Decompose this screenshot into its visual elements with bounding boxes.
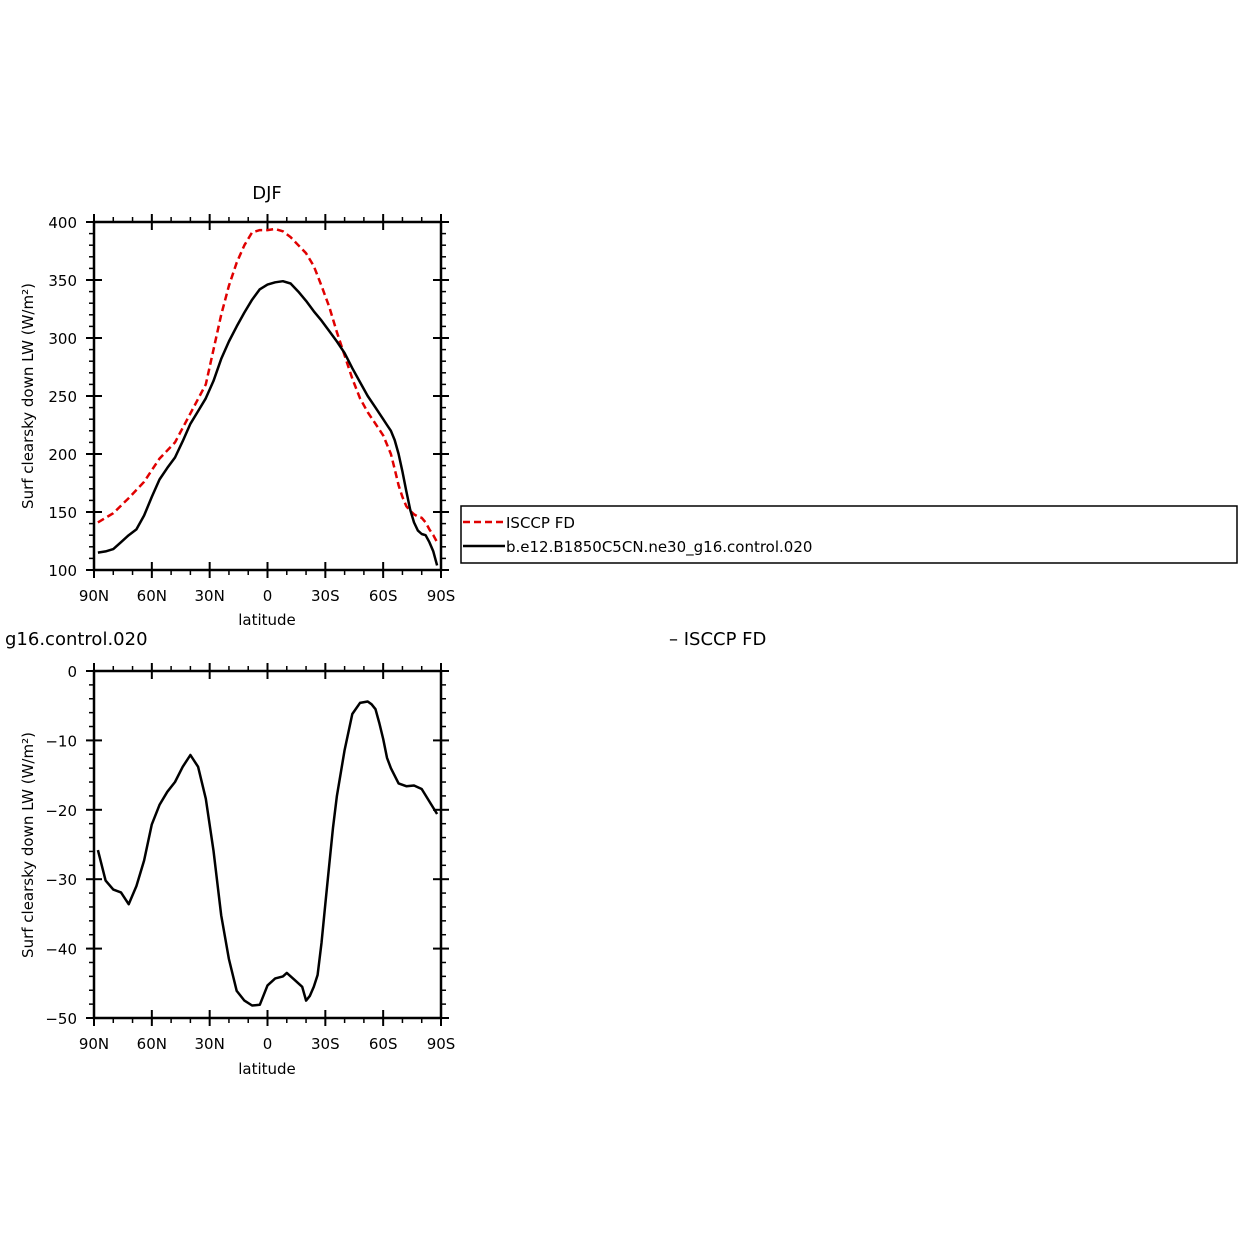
top-x-tick-label: 0 [263, 587, 273, 605]
top-y-tick-label: 200 [48, 446, 77, 464]
bottom-panel: g16.control.020 – ISCCP FD 90N 60N 30N 0 30S… [5, 629, 766, 1078]
bottom-panel-ticks: 90N 60N 30N 0 30S 60S 90S −50 −40 −30 −20 −10 0 [45, 663, 455, 1053]
legend: ISCCP FD b.e12.B1850C5CN.ne30_g16.contro… [460, 505, 1238, 564]
top-panel-series [97, 227, 439, 566]
top-x-tick-label: 30N [195, 587, 225, 605]
legend-label-isccp: ISCCP FD [506, 514, 575, 532]
top-y-tick-label: 150 [48, 504, 77, 522]
bottom-x-axis-label: latitude [238, 1060, 296, 1078]
bottom-panel-title: g16.control.020 [5, 629, 148, 650]
top-x-tick-label: 30S [311, 587, 340, 605]
top-series-line-1 [97, 279, 439, 566]
legend-box [460, 505, 1238, 564]
bottom-y-tick-label: 0 [67, 663, 77, 681]
bottom-y-tick-label: −50 [45, 1010, 77, 1028]
bottom-y-axis-label: Surf clearsky down LW (W/m²) [19, 732, 37, 958]
top-plot-frame [92, 220, 443, 572]
top-x-tick-label: 90N [79, 587, 109, 605]
top-y-tick-label: 250 [48, 388, 77, 406]
top-x-tick-label: 60N [137, 587, 167, 605]
bottom-panel-series [96, 700, 439, 1007]
bottom-x-tick-label: 60N [137, 1035, 167, 1053]
bottom-x-tick-label: 90S [427, 1035, 456, 1053]
top-panel-title: DJF [252, 183, 282, 204]
top-x-tick-label: 60S [369, 587, 398, 605]
top-panel-ticks: 90N 60N 30N 0 30S 60S 90S 100 150 200 250 300 350 400 [48, 214, 455, 605]
bottom-panel-subtitle: – ISCCP FD [669, 629, 766, 650]
legend-label-model: b.e12.B1850C5CN.ne30_g16.control.020 [506, 538, 812, 557]
top-series-line-0 [97, 227, 439, 543]
bottom-x-tick-label: 90N [79, 1035, 109, 1053]
top-y-tick-label: 100 [48, 562, 77, 580]
bottom-series-line-0 [96, 700, 439, 1007]
bottom-x-tick-label: 30S [311, 1035, 340, 1053]
bottom-x-tick-label: 60S [369, 1035, 398, 1053]
bottom-x-tick-label: 30N [195, 1035, 225, 1053]
top-y-axis-label: Surf clearsky down LW (W/m²) [19, 283, 37, 509]
top-panel: DJF 90N 60N 30N 0 30S 60S 90S 100 150 200 250 300 35… [19, 183, 455, 629]
bottom-y-tick-label: −20 [45, 802, 77, 820]
top-y-tick-label: 350 [48, 272, 77, 290]
bottom-y-tick-label: −10 [45, 732, 77, 750]
top-y-tick-label: 400 [48, 214, 77, 232]
top-y-tick-label: 300 [48, 330, 77, 348]
top-x-axis-label: latitude [238, 611, 296, 629]
bottom-y-tick-label: −40 [45, 941, 77, 959]
bottom-y-tick-label: −30 [45, 871, 77, 889]
bottom-x-tick-label: 0 [263, 1035, 273, 1053]
top-x-tick-label: 90S [427, 587, 456, 605]
bottom-plot-frame [92, 669, 443, 1020]
